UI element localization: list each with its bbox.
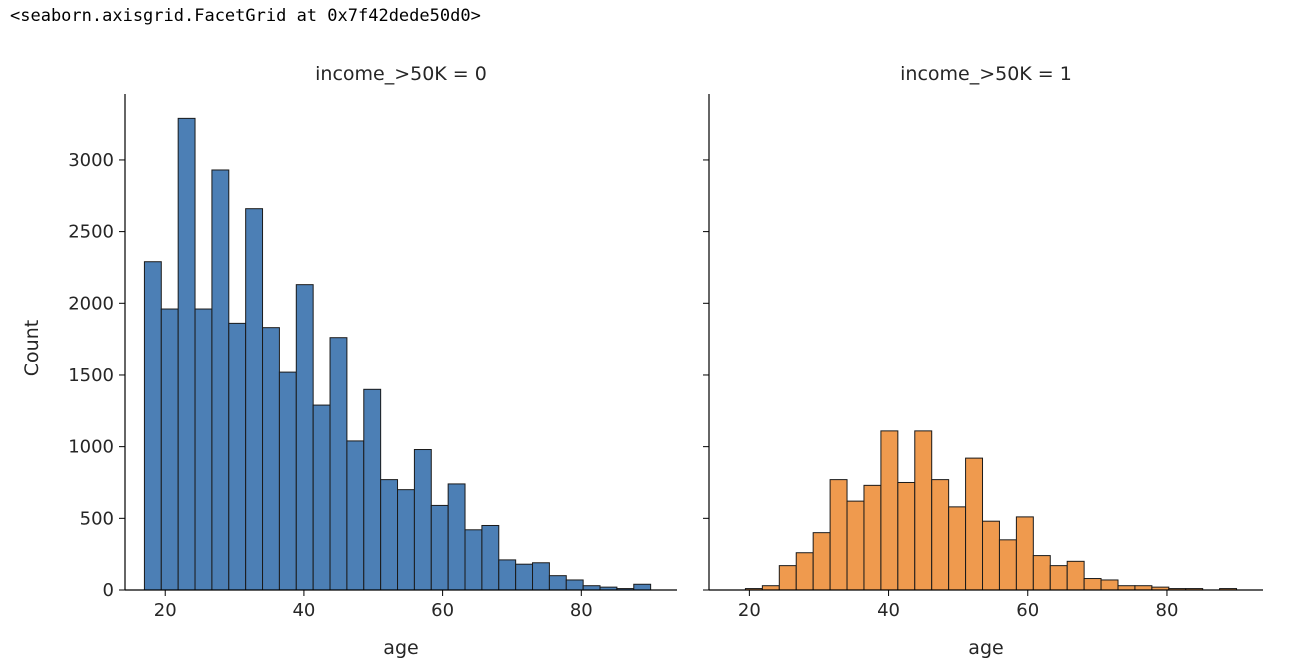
x-axis-label: age <box>383 637 418 659</box>
x-tick-label: 80 <box>570 600 593 621</box>
y-tick-label: 1000 <box>68 437 114 458</box>
x-tick-label: 20 <box>154 600 177 621</box>
histogram-bar <box>565 579 584 591</box>
histogram-bar <box>447 483 466 591</box>
histogram-bar <box>515 563 534 591</box>
histogram-bar <box>464 529 483 591</box>
y-tick-label: 500 <box>80 508 114 529</box>
y-tick-label: 1500 <box>68 365 114 386</box>
y-tick-label: 2000 <box>68 293 114 314</box>
histogram-bar <box>948 506 967 591</box>
histogram-bar <box>931 479 950 591</box>
histogram-bar <box>880 430 899 591</box>
histogram-bar <box>380 479 399 591</box>
histogram-bar <box>829 479 848 591</box>
histogram-bar <box>982 520 1000 591</box>
histogram-bar <box>1100 579 1119 591</box>
x-tick-label: 20 <box>738 600 761 621</box>
histogram-bar <box>481 524 500 591</box>
facet-panel-0: 20 40 60 80 0 500 1000 1500 2000 2500 3000 income_>… <box>21 63 677 659</box>
x-tick-label: 80 <box>1156 600 1179 621</box>
histogram-bar <box>1134 585 1153 591</box>
histogram-bar <box>1032 555 1051 591</box>
histogram-bar <box>262 327 280 591</box>
facet-panel-1: 20 40 60 80 income_>50K = 1 age <box>703 63 1263 659</box>
facet-title: income_>50K = 1 <box>900 63 1072 85</box>
histogram-bar <box>346 440 365 591</box>
facet-title: income_>50K = 0 <box>315 63 487 85</box>
histogram-bar <box>761 585 780 591</box>
histogram-bar <box>633 583 652 591</box>
histogram-bar <box>160 308 179 591</box>
histogram-bar <box>228 322 247 591</box>
histogram-bar <box>1015 516 1034 591</box>
histogram-bar <box>998 539 1017 591</box>
histogram-bar <box>194 308 213 591</box>
histogram-bar <box>1117 585 1136 591</box>
histogram-bar <box>965 457 984 591</box>
x-tick-label: 60 <box>1016 600 1039 621</box>
y-axis-label: Count <box>21 320 43 376</box>
histogram-bar <box>914 430 933 591</box>
histogram-bar <box>1049 565 1068 591</box>
histogram-bar <box>397 489 415 591</box>
histogram-bar <box>846 500 865 591</box>
histogram-bar <box>582 585 601 591</box>
histogram-bar <box>363 388 382 591</box>
histogram-bar <box>1066 560 1085 591</box>
histogram-bar <box>863 484 882 591</box>
histogram-bar <box>897 481 916 591</box>
histogram-bar <box>532 562 550 591</box>
x-tick-label: 40 <box>877 600 900 621</box>
histogram-bar <box>143 261 162 591</box>
histogram-bar <box>778 565 797 591</box>
histogram-bar <box>1083 578 1102 591</box>
histogram-bar <box>278 371 297 591</box>
cell-output-text: <seaborn.axisgrid.FacetGrid at 0x7f42ded… <box>10 6 481 26</box>
x-tick-label: 60 <box>431 600 454 621</box>
x-tick-label: 40 <box>292 600 315 621</box>
histogram-bar <box>177 117 196 591</box>
histogram-bar <box>812 532 831 591</box>
histogram-bar <box>211 169 230 591</box>
histogram-bar <box>413 449 432 591</box>
histogram-bar <box>795 552 814 591</box>
histogram-bar <box>245 208 264 591</box>
histogram-bar <box>430 504 449 591</box>
y-tick-label: 3000 <box>68 150 114 171</box>
y-tick-label: 2500 <box>68 222 114 243</box>
histogram-bar <box>498 559 517 591</box>
histogram-bar <box>295 284 314 591</box>
histogram-bar <box>312 404 331 591</box>
x-axis-label: age <box>968 637 1003 659</box>
y-tick-label: 0 <box>103 580 114 601</box>
histogram-bar <box>329 337 348 591</box>
histogram-bar <box>548 575 567 591</box>
